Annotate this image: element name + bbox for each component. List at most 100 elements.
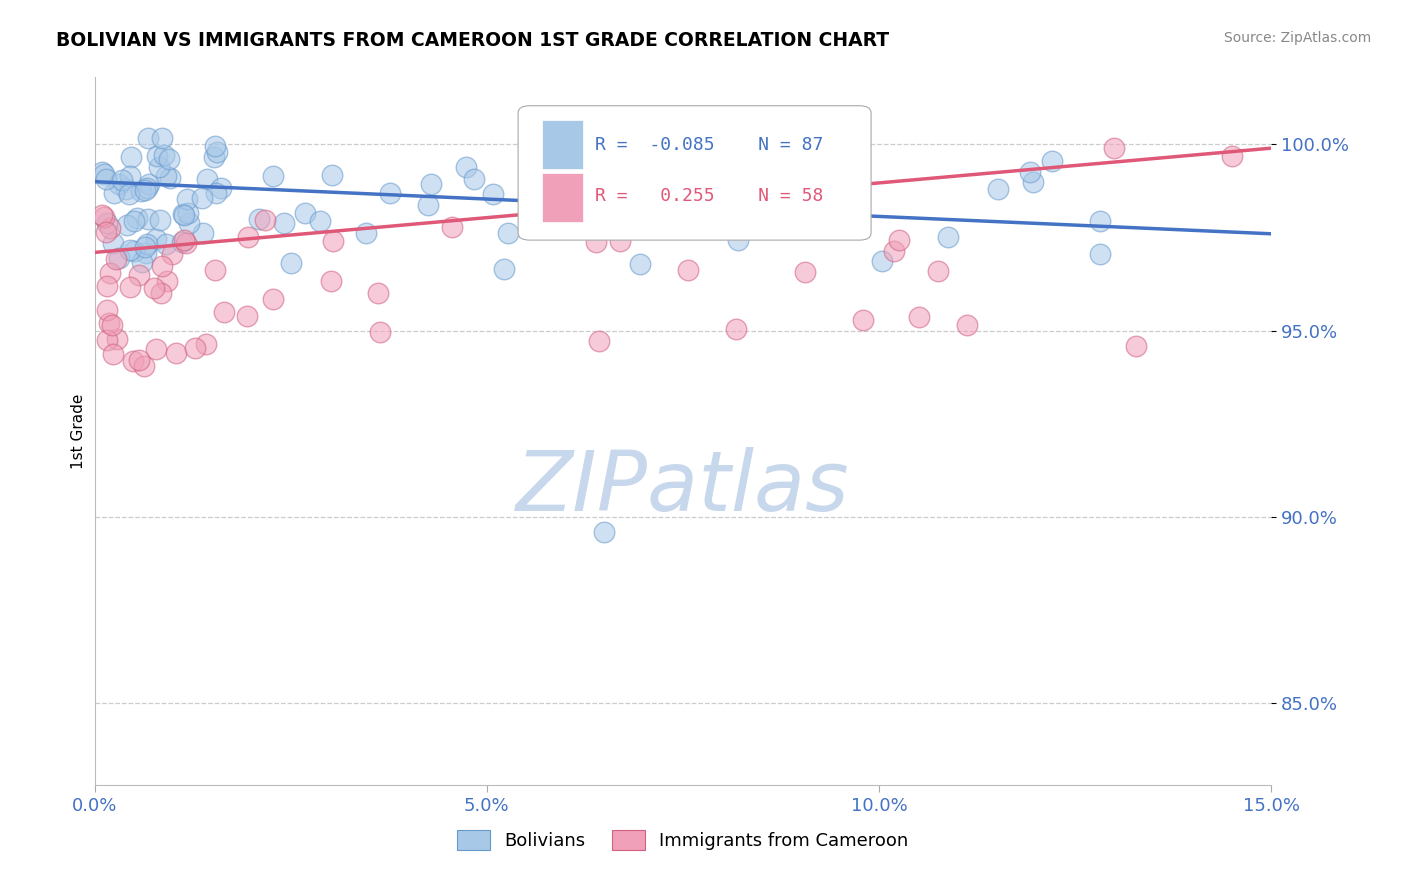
Point	[155, 237, 177, 252]
Point	[262, 169, 284, 183]
Point	[354, 226, 377, 240]
Point	[209, 181, 232, 195]
Point	[108, 251, 131, 265]
Point	[136, 130, 159, 145]
Point	[160, 246, 183, 260]
Point	[131, 254, 153, 268]
Point	[262, 292, 284, 306]
Point	[125, 211, 148, 226]
Point	[150, 131, 173, 145]
Point	[94, 172, 117, 186]
Point	[170, 235, 193, 249]
Point	[118, 280, 141, 294]
Point	[155, 169, 177, 183]
Point	[689, 180, 711, 194]
Point	[628, 257, 651, 271]
Point	[731, 176, 754, 190]
Point	[93, 210, 115, 224]
Point	[463, 171, 485, 186]
Point	[93, 167, 115, 181]
Point	[581, 186, 603, 200]
Point	[128, 353, 150, 368]
Point	[676, 262, 699, 277]
Point	[908, 310, 931, 325]
Point	[247, 211, 270, 226]
Point	[96, 278, 118, 293]
Point	[96, 333, 118, 347]
FancyBboxPatch shape	[519, 106, 872, 240]
Point	[987, 182, 1010, 196]
Point	[927, 264, 949, 278]
Point	[727, 233, 749, 247]
Point	[492, 261, 515, 276]
Point	[145, 149, 167, 163]
Point	[101, 318, 124, 333]
Point	[1018, 164, 1040, 178]
Point	[280, 256, 302, 270]
Point	[936, 230, 959, 244]
Bar	[541, 173, 583, 222]
Point	[195, 172, 218, 186]
Point	[98, 267, 121, 281]
Point	[159, 171, 181, 186]
Point	[496, 227, 519, 241]
Point	[135, 237, 157, 252]
Point	[368, 325, 391, 339]
Point	[107, 178, 129, 192]
Point	[852, 313, 875, 327]
Point	[883, 244, 905, 258]
Point	[149, 285, 172, 300]
Point	[956, 318, 979, 332]
Point	[195, 336, 218, 351]
Legend: Bolivians, Immigrants from Cameroon: Bolivians, Immigrants from Cameroon	[450, 822, 915, 857]
Point	[172, 207, 194, 221]
Point	[1125, 339, 1147, 353]
Point	[456, 160, 478, 174]
Point	[128, 268, 150, 282]
Point	[143, 281, 166, 295]
Point	[441, 219, 464, 234]
Text: R =  -0.085    N = 87: R = -0.085 N = 87	[595, 136, 823, 153]
Text: ZIPatlas: ZIPatlas	[516, 447, 849, 528]
Point	[236, 309, 259, 323]
Text: Source: ZipAtlas.com: Source: ZipAtlas.com	[1223, 31, 1371, 45]
Point	[610, 174, 633, 188]
Point	[138, 177, 160, 191]
Point	[145, 343, 167, 357]
Point	[120, 243, 142, 257]
Point	[294, 206, 316, 220]
Point	[588, 334, 610, 348]
Point	[135, 246, 157, 260]
Point	[173, 233, 195, 247]
Point	[309, 214, 332, 228]
Point	[713, 196, 735, 211]
Point	[148, 160, 170, 174]
Point	[145, 232, 167, 246]
Point	[205, 186, 228, 201]
Point	[1040, 153, 1063, 168]
Bar	[541, 120, 583, 169]
Point	[174, 236, 197, 251]
Y-axis label: 1st Grade: 1st Grade	[72, 393, 86, 469]
Point	[207, 145, 229, 159]
Point	[118, 169, 141, 183]
Point	[121, 354, 143, 368]
Point	[131, 184, 153, 198]
Point	[322, 235, 344, 249]
Point	[593, 524, 616, 539]
Point	[419, 177, 441, 191]
Point	[184, 341, 207, 355]
Point	[212, 305, 235, 319]
Text: R =   0.255    N = 58: R = 0.255 N = 58	[595, 187, 823, 205]
Point	[1102, 141, 1125, 155]
Point	[105, 252, 128, 267]
Point	[482, 186, 505, 201]
Point	[157, 152, 180, 166]
Point	[758, 159, 780, 173]
Point	[176, 192, 198, 206]
Point	[870, 254, 893, 268]
Point	[253, 213, 276, 227]
Point	[156, 274, 179, 288]
Point	[91, 208, 114, 222]
Point	[152, 148, 174, 162]
